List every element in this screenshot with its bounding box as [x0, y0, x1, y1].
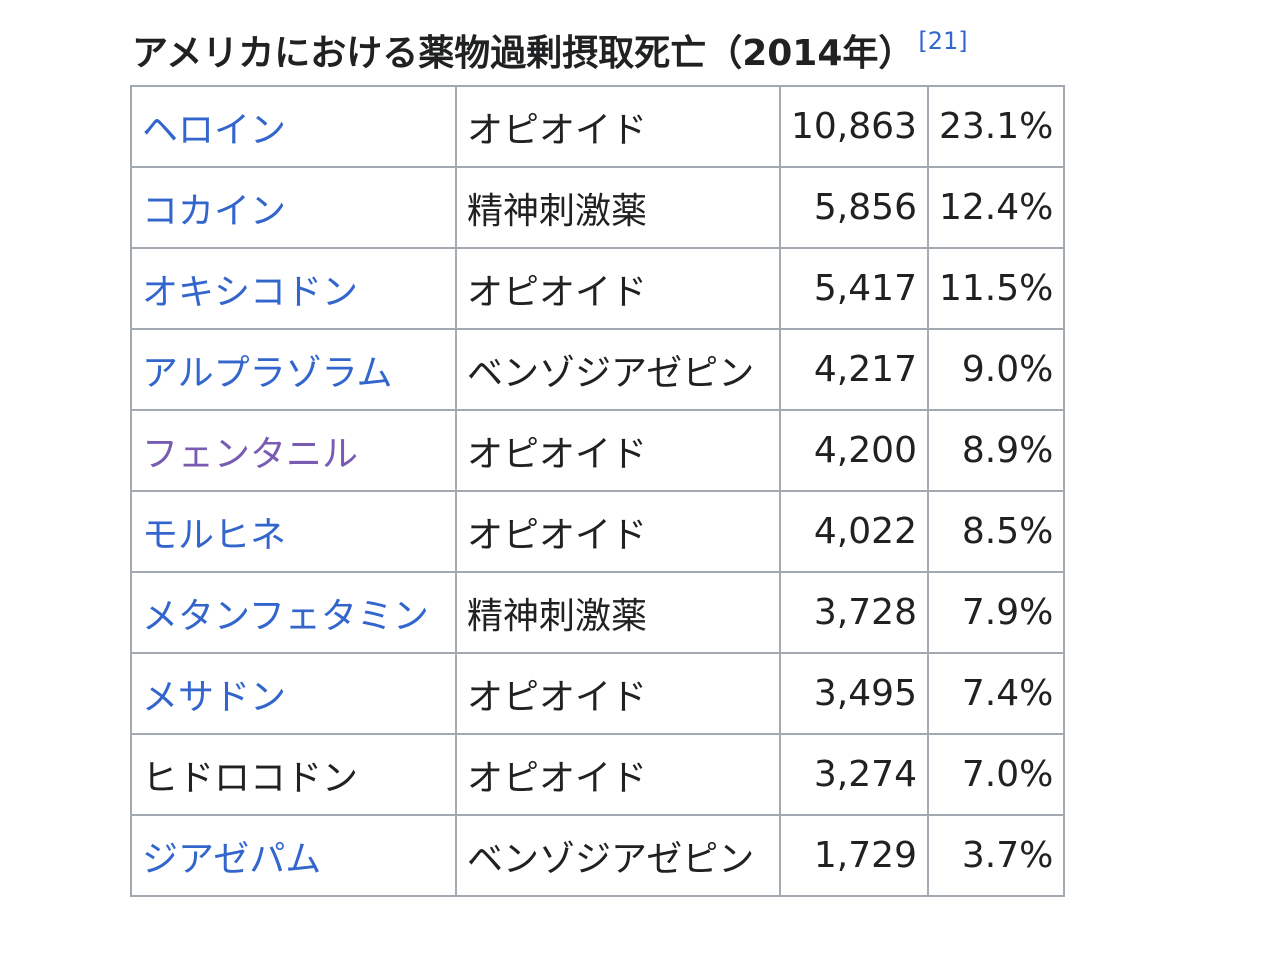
deaths-cell: 5,856	[779, 166, 929, 249]
drug-name-cell: ジアゼパム	[130, 814, 457, 897]
percent-cell: 23.1%	[926, 85, 1066, 168]
drug-link-diazepam[interactable]: ジアゼパム	[142, 838, 322, 880]
drug-name-cell: オキシコドン	[130, 247, 457, 330]
table-row: ヒドロコドン オピオイド 3,274 7.0%	[130, 733, 1066, 816]
percent-cell: 8.9%	[926, 409, 1066, 492]
drug-name-cell: メタンフェタミン	[130, 571, 457, 654]
deaths-cell: 1,729	[779, 814, 929, 897]
drug-link-alprazolam[interactable]: アルプラゾラム	[142, 352, 393, 394]
percent-cell: 12.4%	[926, 166, 1066, 249]
drug-class-cell: 精神刺激薬	[455, 166, 781, 249]
drug-class-cell: オピオイド	[455, 409, 781, 492]
deaths-cell: 10,863	[779, 85, 929, 168]
table-body: ヘロイン オピオイド 10,863 23.1% コカイン 精神刺激薬 5,856…	[130, 85, 1066, 897]
table-row: フェンタニル オピオイド 4,200 8.9%	[130, 409, 1066, 492]
table-row: アルプラゾラム ベンゾジアゼピン 4,217 9.0%	[130, 328, 1066, 411]
drug-class-cell: 精神刺激薬	[455, 571, 781, 654]
percent-cell: 11.5%	[926, 247, 1066, 330]
overdose-deaths-table: ヘロイン オピオイド 10,863 23.1% コカイン 精神刺激薬 5,856…	[130, 85, 1066, 897]
drug-link-oxycodone[interactable]: オキシコドン	[142, 271, 359, 313]
drug-link-cocaine[interactable]: コカイン	[142, 190, 287, 232]
deaths-cell: 3,728	[779, 571, 929, 654]
table-row: コカイン 精神刺激薬 5,856 12.4%	[130, 166, 1066, 249]
drug-name-cell: ヒドロコドン	[130, 733, 457, 816]
drug-name-cell: コカイン	[130, 166, 457, 249]
drug-link-methamphetamine[interactable]: メタンフェタミン	[142, 595, 429, 637]
percent-cell: 9.0%	[926, 328, 1066, 411]
drug-name-cell: モルヒネ	[130, 490, 457, 573]
drug-link-heroin[interactable]: ヘロイン	[142, 109, 287, 151]
deaths-cell: 3,274	[779, 733, 929, 816]
drug-name-cell: ヘロイン	[130, 85, 457, 168]
deaths-cell: 4,217	[779, 328, 929, 411]
percent-cell: 8.5%	[926, 490, 1066, 573]
drug-class-cell: オピオイド	[455, 247, 781, 330]
drug-class-cell: オピオイド	[455, 733, 781, 816]
table-row: ヘロイン オピオイド 10,863 23.1%	[130, 85, 1066, 168]
drug-name-cell: メサドン	[130, 652, 457, 735]
table-row: メタンフェタミン 精神刺激薬 3,728 7.9%	[130, 571, 1066, 654]
deaths-cell: 5,417	[779, 247, 929, 330]
drug-link-morphine[interactable]: モルヒネ	[142, 514, 287, 556]
caption-title: アメリカにおける薬物過剰摂取死亡（2014年）	[132, 33, 915, 74]
drug-link-fentanyl[interactable]: フェンタニル	[142, 433, 359, 475]
drug-class-cell: オピオイド	[455, 490, 781, 573]
percent-cell: 3.7%	[926, 814, 1066, 897]
drug-class-cell: オピオイド	[455, 652, 781, 735]
table-row: ジアゼパム ベンゾジアゼピン 1,729 3.7%	[130, 814, 1066, 897]
percent-cell: 7.9%	[926, 571, 1066, 654]
citation-ref-link[interactable]: [21]	[918, 27, 968, 55]
table-row: オキシコドン オピオイド 5,417 11.5%	[130, 247, 1066, 330]
drug-class-cell: ベンゾジアゼピン	[455, 328, 781, 411]
percent-cell: 7.0%	[926, 733, 1066, 816]
table-row: モルヒネ オピオイド 4,022 8.5%	[130, 490, 1066, 573]
drug-class-cell: ベンゾジアゼピン	[455, 814, 781, 897]
drug-class-cell: オピオイド	[455, 85, 781, 168]
drug-name-hydrocodone: ヒドロコドン	[142, 757, 359, 799]
percent-cell: 7.4%	[926, 652, 1066, 735]
deaths-cell: 4,200	[779, 409, 929, 492]
drug-name-cell: フェンタニル	[130, 409, 457, 492]
deaths-cell: 4,022	[779, 490, 929, 573]
deaths-cell: 3,495	[779, 652, 929, 735]
drug-name-cell: アルプラゾラム	[130, 328, 457, 411]
table-caption: アメリカにおける薬物過剰摂取死亡（2014年） [21]	[132, 28, 968, 80]
citation-ref: [21]	[918, 27, 967, 55]
table-row: メサドン オピオイド 3,495 7.4%	[130, 652, 1066, 735]
drug-link-methadone[interactable]: メサドン	[142, 676, 287, 718]
